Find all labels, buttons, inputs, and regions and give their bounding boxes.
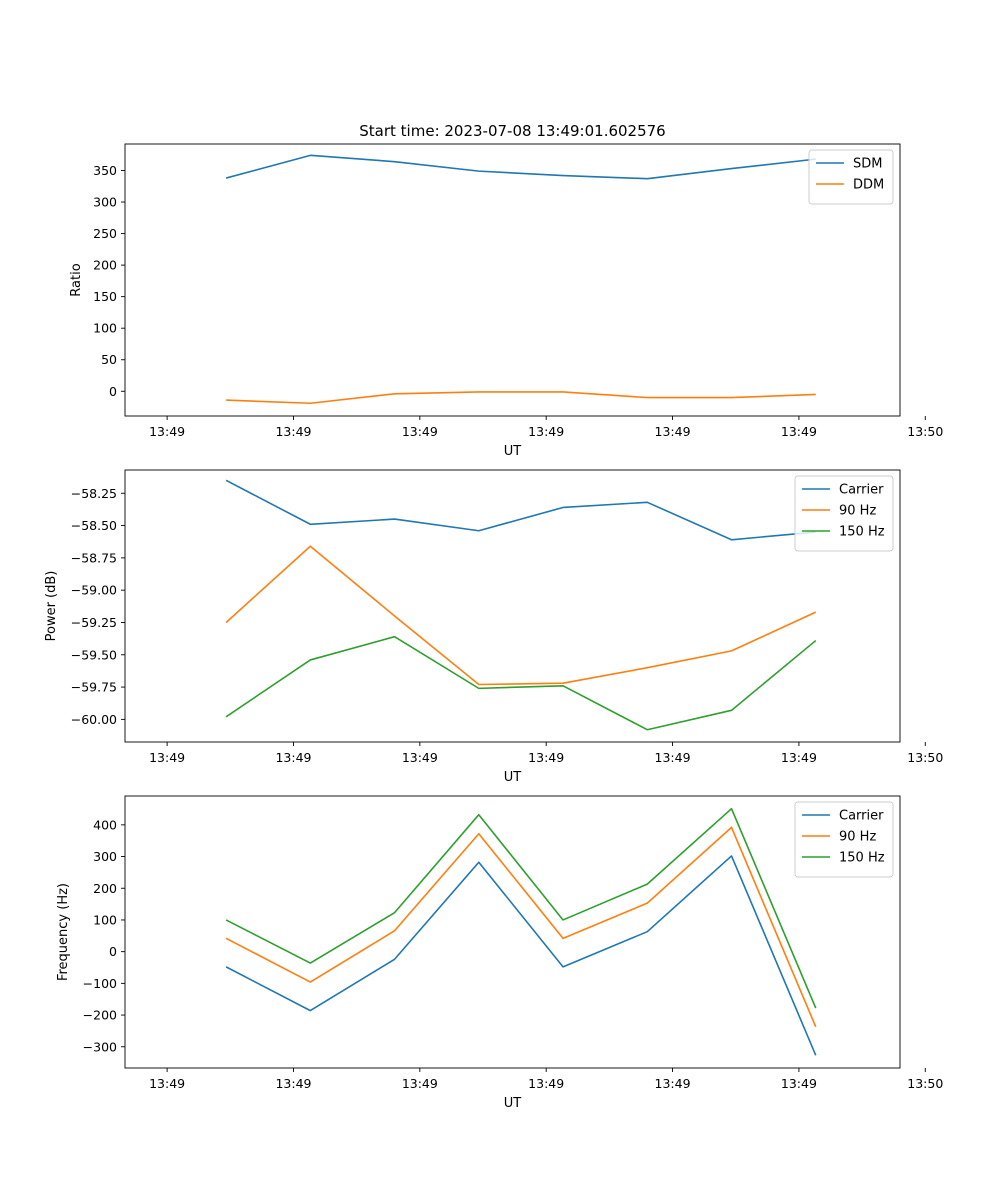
power-legend [794,475,894,552]
frequency-y-tick-label: 0 [109,944,117,959]
power-x-tick-label: 13:49 [275,750,311,765]
power-y-tick-label: −58.50 [71,518,117,533]
frequency-legend-label: 150 Hz [839,851,885,866]
power-y-tick-label: −59.50 [71,647,117,662]
frequency-y-tick-label: −300 [83,1039,117,1054]
power-y-tick-label: −58.25 [71,486,117,501]
ratio-y-tick-label: 100 [93,321,117,336]
power-x-tick-label: 13:49 [528,750,564,765]
ratio-y-tick-label: 0 [109,384,117,399]
frequency-x-tick-label: 13:49 [402,1076,438,1091]
ratio-legend-label: DDM [853,178,884,193]
power-x-tick-label: 13:49 [149,750,185,765]
power-panel: −60.00 −59.75 −59.50 −59.25 −59.00 −58.75 −58.… [44,469,943,785]
power-axes-frame [124,469,901,743]
ratio-series-line-ddm [226,391,816,405]
power-x-tick-label: 13:49 [402,750,438,765]
frequency-x-axis-label: UT [504,1096,522,1111]
frequency-axes-frame [124,795,901,1069]
ratio-x-tick-label: 13:49 [149,424,185,439]
frequency-x-tick-label: 13:49 [781,1076,817,1091]
frequency-x-tick-label: 13:49 [275,1076,311,1091]
frequency-y-tick-label: 200 [93,881,117,896]
frequency-legend-label: 90 Hz [839,830,876,845]
power-x-tick-label: 13:49 [655,750,691,765]
ratio-x-tick-label: 13:49 [655,424,691,439]
ratio-x-tick-label: 13:49 [781,424,817,439]
power-y-tick-label: −59.00 [71,583,117,598]
ratio-y-axis-label: Ratio [69,263,84,296]
frequency-y-tick-label: 100 [93,912,117,927]
frequency-y-tick-label: −200 [83,1008,117,1023]
frequency-y-axis-label: Frequency (Hz) [56,883,71,981]
power-series-line-150-hz [225,635,817,731]
frequency-series-line-150-hz [225,807,817,1009]
ratio-y-tick-label: 300 [93,195,117,210]
ratio-y-tick-label: 150 [93,289,117,304]
power-x-tick-label: 13:49 [781,750,817,765]
frequency-x-tick-label: 13:50 [907,1076,943,1091]
power-legend-label: Carrier [839,483,884,498]
ratio-x-axis-label: UT [504,444,522,459]
power-x-axis-label: UT [504,770,522,785]
frequency-panel: −300 −200 −100 0 100 200 300 400 13:49 13:49 13:49… [56,795,943,1111]
ratio-panel: 0 50 100 150 200 250 300 350 13:49 13:49 13:49 13:4… [69,143,943,459]
power-legend-label: 90 Hz [839,504,876,519]
frequency-series-line-90-hz [225,826,817,1028]
ratio-y-tick-label: 200 [93,258,117,273]
ratio-legend-label: SDM [853,157,882,172]
frequency-y-tick-label: −100 [83,976,117,991]
power-y-tick-label: −58.75 [71,550,117,565]
frequency-x-tick-label: 13:49 [528,1076,564,1091]
frequency-legend-label: Carrier [839,809,884,824]
ratio-series-line-sdm [225,154,816,180]
ratio-y-tick-label: 350 [93,163,117,178]
power-y-tick-label: −59.25 [71,615,117,630]
ratio-x-tick-label: 13:49 [528,424,564,439]
power-y-tick-label: −59.75 [71,680,117,695]
figure-title: Start time: 2023-07-08 13:49:01.602576 [359,122,665,140]
power-series-line-90-hz [225,545,817,686]
ratio-x-tick-label: 13:50 [907,424,943,439]
power-series-line-carrier [225,479,816,541]
ratio-axes-frame [124,143,901,417]
frequency-x-tick-label: 13:49 [149,1076,185,1091]
power-y-axis-label: Power (dB) [44,571,59,642]
ratio-y-tick-label: 250 [93,226,117,241]
ratio-y-tick-label: 50 [101,352,117,367]
frequency-y-tick-label: 400 [93,817,117,832]
frequency-series-line-carrier [225,855,817,1056]
ratio-x-tick-label: 13:49 [275,424,311,439]
frequency-x-tick-label: 13:49 [655,1076,691,1091]
ratio-x-tick-label: 13:49 [402,424,438,439]
power-y-tick-label: −60.00 [71,712,117,727]
frequency-legend [794,801,894,878]
power-legend-label: 150 Hz [839,525,885,540]
frequency-y-tick-label: 300 [93,849,117,864]
power-x-tick-label: 13:50 [907,750,943,765]
